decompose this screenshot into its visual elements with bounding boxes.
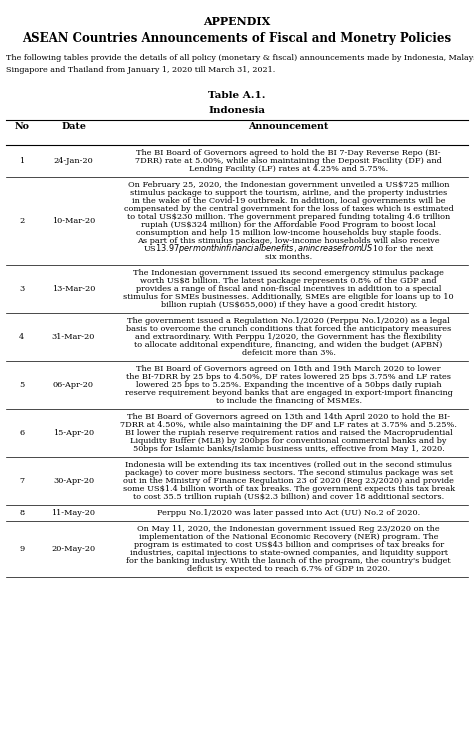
Text: 30-Apr-20: 30-Apr-20 (53, 477, 94, 485)
Text: The Indonesian government issued its second emergency stimulus package: The Indonesian government issued its sec… (133, 269, 444, 277)
Text: deficit is expected to reach 6.7% of GDP in 2020.: deficit is expected to reach 6.7% of GDP… (187, 565, 390, 573)
Text: consumption and help 15 million low-income households buy staple foods.: consumption and help 15 million low-inco… (136, 229, 441, 237)
Text: 13-Mar-20: 13-Mar-20 (52, 285, 95, 293)
Text: industries, capital injections to state-owned companies, and liquidity support: industries, capital injections to state-… (130, 549, 447, 557)
Text: No: No (14, 122, 29, 131)
Text: Indonesia will be extending its tax incentives (rolled out in the second stimulu: Indonesia will be extending its tax ince… (125, 461, 452, 469)
Text: 8: 8 (19, 509, 24, 517)
Text: six months.: six months. (265, 253, 312, 261)
Text: On February 25, 2020, the Indonesian government unveiled a US$725 million: On February 25, 2020, the Indonesian gov… (128, 181, 449, 189)
Text: The following tables provide the details of all policy (monetary & fiscal) annou: The following tables provide the details… (6, 54, 474, 62)
Text: On May 11, 2020, the Indonesian government issued Reg 23/2020 on the: On May 11, 2020, the Indonesian governme… (137, 525, 440, 533)
Text: 7: 7 (19, 477, 24, 485)
Text: 7DRR) rate at 5.00%, while also maintaining the Deposit Facility (DF) and: 7DRR) rate at 5.00%, while also maintain… (135, 157, 442, 165)
Text: in the wake of the Covid-19 outbreak. In addition, local governments will be: in the wake of the Covid-19 outbreak. In… (132, 197, 446, 205)
Text: Liquidity Buffer (MLB) by 200bps for conventional commercial banks and by: Liquidity Buffer (MLB) by 200bps for con… (130, 437, 447, 445)
Text: compensated by the central government for the loss of taxes which is estimated: compensated by the central government fo… (124, 205, 454, 213)
Text: 1: 1 (19, 157, 24, 165)
Text: lowered 25 bps to 5.25%. Expanding the incentive of a 50bps daily rupiah: lowered 25 bps to 5.25%. Expanding the i… (136, 381, 441, 389)
Text: billion rupiah (US$655,000) if they have a good credit history.: billion rupiah (US$655,000) if they have… (161, 301, 417, 309)
Text: Perppu No.1/2020 was later passed into Act (UU) No.2 of 2020.: Perppu No.1/2020 was later passed into A… (157, 509, 420, 517)
Text: 15-Apr-20: 15-Apr-20 (53, 429, 94, 437)
Text: 9: 9 (19, 545, 24, 553)
Text: The government issued a Regulation No.1/2020 (Perppu No.1/2020) as a legal: The government issued a Regulation No.1/… (128, 317, 450, 325)
Text: for the banking industry. With the launch of the program, the country's budget: for the banking industry. With the launc… (127, 557, 451, 565)
Text: rupiah (US$324 million) for the Affordable Food Program to boost local: rupiah (US$324 million) for the Affordab… (141, 221, 436, 229)
Text: to cost 35.5 trillion rupiah (US$2.3 billion) and cover 18 additional sectors.: to cost 35.5 trillion rupiah (US$2.3 bil… (133, 493, 444, 501)
Text: program is estimated to cost US$43 billion and comprises of tax breaks for: program is estimated to cost US$43 billi… (134, 541, 444, 549)
Text: BI lower the rupiah reserve requirement ratios and raised the Macroprudential: BI lower the rupiah reserve requirement … (125, 429, 453, 437)
Text: 20-May-20: 20-May-20 (51, 545, 96, 553)
Text: stimulus package to support the tourism, airline, and the property industries: stimulus package to support the tourism,… (130, 189, 447, 197)
Text: The BI Board of Governors agreed on 13th and 14th April 2020 to hold the BI-: The BI Board of Governors agreed on 13th… (127, 413, 450, 421)
Text: APPENDIX: APPENDIX (203, 16, 271, 27)
Text: to allocate additonal expenditure, financing, and widen the budget (APBN): to allocate additonal expenditure, finan… (135, 341, 443, 349)
Text: Announcement: Announcement (248, 122, 329, 131)
Text: worth US$8 billion. The latest package represents 0.8% of the GDP and: worth US$8 billion. The latest package r… (140, 277, 437, 285)
Text: 24-Jan-20: 24-Jan-20 (54, 157, 93, 165)
Text: stimulus for SMEs businesses. Additionally, SMEs are eligible for loans up to 10: stimulus for SMEs businesses. Additional… (123, 293, 454, 301)
Text: the BI-7DRR by 25 bps to 4.50%, DF rates lowered 25 bps 3.75% and LF rates: the BI-7DRR by 25 bps to 4.50%, DF rates… (126, 373, 451, 381)
Text: Date: Date (61, 122, 86, 131)
Text: The BI Board of Governors agreed to hold the BI 7-Day Reverse Repo (BI-: The BI Board of Governors agreed to hold… (137, 149, 441, 157)
Text: 10-Mar-20: 10-Mar-20 (52, 217, 95, 225)
Text: 3: 3 (19, 285, 25, 293)
Text: to total US$230 million. The government prepared funding totaling 4.6 trillion: to total US$230 million. The government … (127, 213, 450, 221)
Text: 31-Mar-20: 31-Mar-20 (52, 333, 95, 341)
Text: 5: 5 (19, 381, 25, 389)
Text: provides a range of fiscal and non-fiscal incentives in addition to a special: provides a range of fiscal and non-fisca… (136, 285, 441, 293)
Text: Singapore and Thailand from January 1, 2020 till March 31, 2021.: Singapore and Thailand from January 1, 2… (6, 66, 275, 74)
Text: 50bps for Islamic banks/Islamic business units, effective from May 1, 2020.: 50bps for Islamic banks/Islamic business… (133, 445, 445, 453)
Text: 7DRR at 4.50%, while also maintaining the DF and LF rates at 3.75% and 5.25%.: 7DRR at 4.50%, while also maintaining th… (120, 421, 457, 429)
Text: US$13.97 per month in financial benefits, an increase from US$10 for the next: US$13.97 per month in financial benefits… (143, 242, 435, 255)
Text: 4: 4 (19, 333, 24, 341)
Text: 06-Apr-20: 06-Apr-20 (53, 381, 94, 389)
Text: reserve requirement beyond banks that are engaged in export-import financing: reserve requirement beyond banks that ar… (125, 389, 453, 397)
Text: The BI Board of Governors agreed on 18th and 19th March 2020 to lower: The BI Board of Governors agreed on 18th… (137, 365, 441, 373)
Text: As part of this stimulus package, low-income households will also receive: As part of this stimulus package, low-in… (137, 237, 440, 245)
Text: Lending Facility (LF) rates at 4.25% and 5.75%.: Lending Facility (LF) rates at 4.25% and… (189, 165, 388, 173)
Text: Indonesia: Indonesia (209, 106, 265, 116)
Text: Table A.1.: Table A.1. (208, 91, 266, 100)
Text: 2: 2 (19, 217, 25, 225)
Text: and extraordinary. With Perppu 1/2020, the Government has the flexibility: and extraordinary. With Perppu 1/2020, t… (136, 333, 442, 341)
Text: 11-May-20: 11-May-20 (52, 509, 95, 517)
Text: defeicit more than 3%.: defeicit more than 3%. (242, 349, 336, 357)
Text: implementation of the National Economic Recovery (NER) program. The: implementation of the National Economic … (139, 533, 438, 541)
Text: 6: 6 (19, 429, 24, 437)
Text: package) to cover more business sectors. The second stimulus package was set: package) to cover more business sectors.… (125, 469, 453, 477)
Text: to include the financing of MSMEs.: to include the financing of MSMEs. (216, 397, 362, 405)
Text: ASEAN Countries Announcements of Fiscal and Monetry Policies: ASEAN Countries Announcements of Fiscal … (22, 32, 452, 45)
Text: some US$1.4 billion worth of tax breaks. The government expects this tax break: some US$1.4 billion worth of tax breaks.… (123, 485, 455, 493)
Text: basis to overcome the crunch conditions that forced the anticipatory measures: basis to overcome the crunch conditions … (126, 325, 451, 333)
Text: out in the Ministry of Finance Regulation 23 of 2020 (Reg 23/2020) and provide: out in the Ministry of Finance Regulatio… (123, 477, 454, 485)
